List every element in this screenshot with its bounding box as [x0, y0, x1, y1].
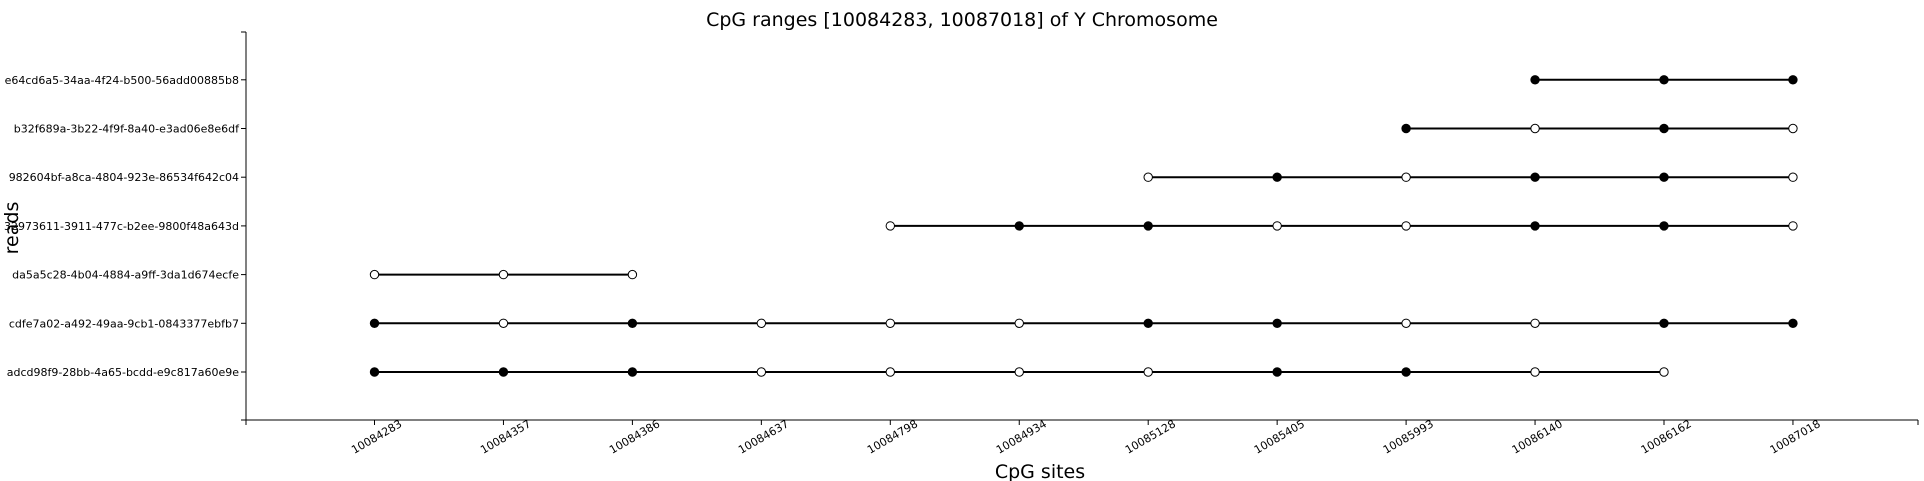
unmethylated-site-marker [1401, 221, 1411, 231]
methylated-site-marker [1143, 318, 1153, 328]
unmethylated-site-marker [1143, 367, 1153, 377]
unmethylated-site-marker [1530, 318, 1540, 328]
methylated-site-marker [1014, 221, 1024, 231]
methylated-site-marker [1272, 318, 1282, 328]
x-tick-label: 10085993 [1381, 417, 1436, 456]
methylated-site-marker [1143, 221, 1153, 231]
y-tick-label: adcd98f9-28bb-4a65-bcdd-e9c817a60e9e [7, 366, 240, 379]
unmethylated-site-marker [498, 318, 509, 328]
unmethylated-site-marker [1401, 318, 1411, 328]
x-tick-label: 10084637 [736, 417, 791, 456]
unmethylated-site-marker [1530, 123, 1540, 134]
y-axis-label: reads [1, 202, 23, 255]
unmethylated-site-marker [756, 367, 767, 377]
methylated-site-marker [1272, 172, 1282, 182]
unmethylated-site-marker [1788, 123, 1798, 134]
methylated-site-marker [1401, 367, 1411, 377]
methylated-site-marker [627, 367, 638, 377]
unmethylated-site-marker [885, 367, 895, 377]
chart-title: CpG ranges [10084283, 10087018] of Y Chr… [706, 9, 1218, 31]
y-tick-label: e64cd6a5-34aa-4f24-b500-56add00885b8 [5, 74, 239, 87]
methylated-site-marker [627, 318, 638, 328]
x-axis-label: CpG sites [995, 461, 1085, 481]
methylated-site-marker [498, 367, 509, 377]
methylated-site-marker [1659, 172, 1669, 182]
unmethylated-site-marker [885, 221, 895, 231]
unmethylated-site-marker [498, 269, 509, 280]
unmethylated-site-marker [1659, 367, 1669, 377]
unmethylated-site-marker [369, 269, 380, 280]
x-tick-label: 10085405 [1252, 417, 1307, 456]
methylated-site-marker [1530, 221, 1540, 231]
unmethylated-site-marker [1401, 172, 1411, 182]
x-tick-label: 10084386 [607, 417, 662, 456]
x-tick-label: 10087018 [1768, 417, 1823, 456]
methylated-site-marker [369, 318, 380, 328]
plot-area: 10084283 10084357 10084386 10084637 10084798… [4, 31, 1919, 457]
y-tick-label: b32f689a-3b22-4f9f-8a40-e3ad06e8e6df [14, 123, 240, 136]
y-tick-label: cdfe7a02-a492-49aa-9cb1-0843377ebfb7 [9, 317, 239, 330]
methylated-site-marker [1530, 172, 1540, 182]
methylated-site-marker [1659, 75, 1669, 85]
unmethylated-site-marker [1788, 172, 1798, 182]
y-tick-label: 982604bf-a8ca-4804-923e-86534f642c04 [9, 171, 239, 184]
methylated-site-marker [369, 367, 380, 377]
methylated-site-marker [1659, 123, 1669, 134]
unmethylated-site-marker [1530, 367, 1540, 377]
unmethylated-site-marker [627, 269, 638, 280]
methylated-site-marker [1659, 318, 1669, 328]
x-tick-label: 10084357 [478, 417, 533, 456]
x-tick-label: 10086162 [1639, 417, 1694, 456]
x-tick-label: 10085128 [1123, 417, 1178, 456]
unmethylated-site-marker [1014, 367, 1024, 377]
unmethylated-site-marker [1143, 172, 1153, 182]
methylated-site-marker [1788, 75, 1798, 85]
y-tick-label: 32973611-3911-477c-b2ee-9800f48a643d [4, 220, 239, 233]
x-tick-label: 10084934 [994, 417, 1049, 456]
x-tick-label: 10086140 [1510, 417, 1565, 456]
unmethylated-site-marker [756, 318, 767, 328]
y-tick-label: da5a5c28-4b04-4884-a9ff-3da1d674ecfe [12, 269, 239, 282]
x-tick-label: 10084283 [349, 417, 404, 456]
unmethylated-site-marker [1272, 221, 1282, 231]
unmethylated-site-marker [1788, 221, 1798, 231]
methylated-site-marker [1272, 367, 1282, 377]
x-tick-label: 10084798 [865, 417, 920, 456]
methylated-site-marker [1530, 75, 1540, 85]
unmethylated-site-marker [1014, 318, 1024, 328]
methylated-site-marker [1788, 318, 1798, 328]
methylated-site-marker [1401, 123, 1411, 134]
unmethylated-site-marker [885, 318, 895, 328]
methylated-site-marker [1659, 221, 1669, 231]
